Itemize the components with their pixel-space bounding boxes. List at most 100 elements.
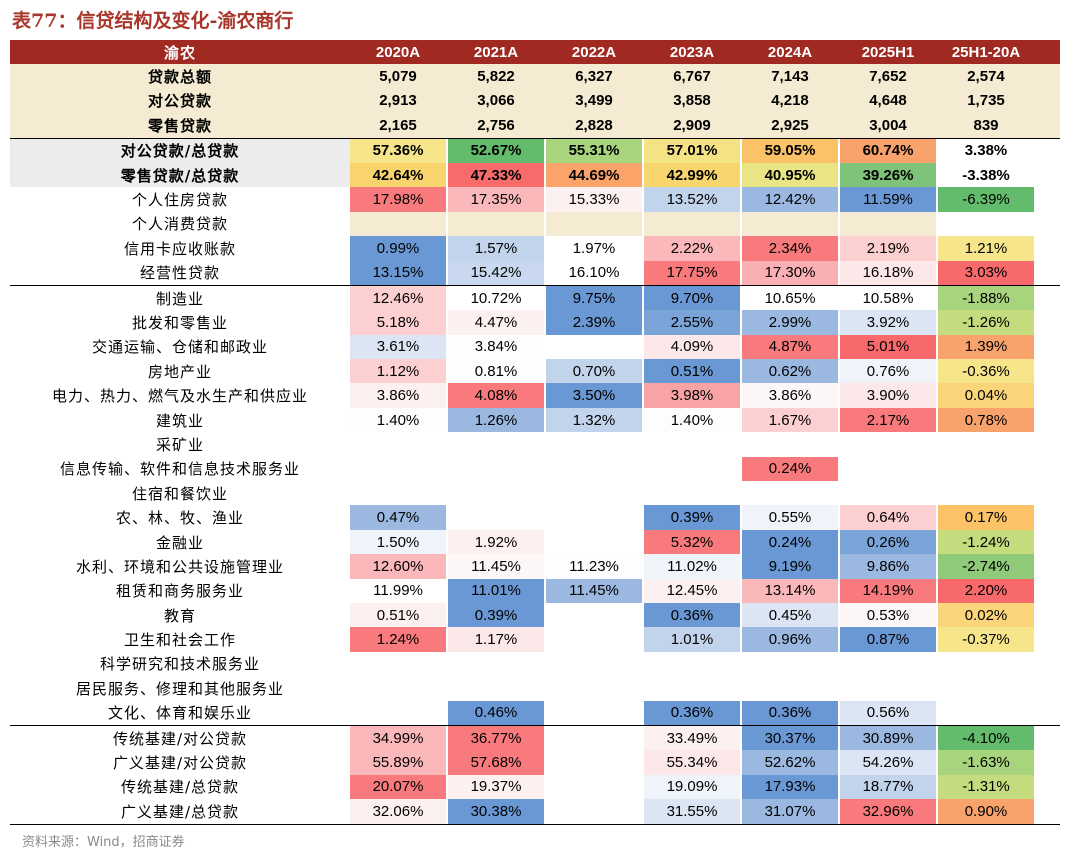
table-cell: 0.24% bbox=[742, 456, 838, 482]
table-cell: 5.01% bbox=[840, 334, 936, 360]
table-cell: 2.17% bbox=[840, 407, 936, 433]
table-row: 交通运输、仓储和邮政业 3.61% 3.84% 4.09% 4.87% 5.01% 1.39… bbox=[10, 334, 1060, 360]
table-cell bbox=[546, 775, 642, 799]
table-cell: 3.98% bbox=[644, 383, 740, 408]
table-cell: 3,858 bbox=[644, 88, 740, 114]
table-cell: 30.37% bbox=[742, 725, 838, 751]
table-row: 房地产业 1.12% 0.81% 0.70% 0.51% 0.62% 0.76% -0.36% bbox=[10, 359, 1060, 384]
header-col: 2023A bbox=[644, 40, 740, 65]
table-cell: 1.50% bbox=[350, 529, 446, 555]
table-cell: 0.26% bbox=[840, 529, 936, 555]
row-label: 制造业 bbox=[155, 289, 204, 308]
table-cell bbox=[938, 457, 1034, 481]
table-cell: 1.17% bbox=[448, 627, 544, 652]
table-cell: 11.23% bbox=[546, 554, 642, 579]
table-cell bbox=[840, 432, 936, 456]
table-row: 贷款总额 5,079 5,822 6,327 6,767 7,143 7,652 2,574 bbox=[10, 64, 1060, 89]
table-cell: 0.62% bbox=[742, 359, 838, 384]
row-label: 广义基建/总贷款 bbox=[120, 802, 240, 821]
table-header-row: 渝农 2020A 2021A 2022A 2023A 2024A 2025H1 … bbox=[10, 40, 1060, 65]
table-cell: 1.39% bbox=[938, 334, 1034, 360]
table-row: 金融业 1.50% 1.92% 5.32% 0.24% 0.26% -1.24% bbox=[10, 529, 1060, 555]
table-cell: 1.57% bbox=[448, 236, 544, 261]
table-cell: 3,066 bbox=[448, 88, 544, 114]
table-cell: 55.89% bbox=[350, 750, 446, 775]
table-cell: 2.39% bbox=[546, 310, 642, 335]
table-cell bbox=[644, 432, 740, 456]
table-cell: 11.02% bbox=[644, 554, 740, 579]
table-cell: 2.34% bbox=[742, 236, 838, 261]
table-cell: 10.72% bbox=[448, 285, 544, 311]
header-col: 2025H1 bbox=[840, 40, 936, 65]
table-cell bbox=[546, 676, 642, 700]
table-cell bbox=[840, 481, 936, 505]
table-cell bbox=[350, 481, 446, 505]
table-cell bbox=[448, 481, 544, 505]
table-cell: -1.31% bbox=[938, 774, 1034, 800]
row-label: 租赁和商务服务业 bbox=[115, 582, 244, 601]
table-cell: 57.68% bbox=[448, 750, 544, 775]
table-cell: 3.03% bbox=[938, 260, 1034, 285]
table-cell: 4,218 bbox=[742, 88, 838, 114]
table-cell: 5.32% bbox=[644, 529, 740, 555]
table-row: 农、林、牧、渔业 0.47% 0.39% 0.55% 0.64% 0.17% bbox=[10, 505, 1060, 530]
table-row: 水利、环境和公共设施管理业 12.60% 11.45% 11.23% 11.02% 9.1… bbox=[10, 554, 1060, 579]
table-cell: 2,756 bbox=[448, 113, 544, 138]
table-cell: 1.01% bbox=[644, 627, 740, 652]
table-cell: 36.77% bbox=[448, 725, 544, 751]
table-row: 卫生和社会工作 1.24% 1.17% 1.01% 0.96% 0.87% -0.37% bbox=[10, 627, 1060, 652]
row-label: 房地产业 bbox=[147, 362, 212, 381]
table-cell: 57.01% bbox=[644, 138, 740, 163]
table-cell: 32.06% bbox=[350, 799, 446, 824]
header-col: 25H1-20A bbox=[938, 40, 1034, 65]
table-cell: 3.84% bbox=[448, 334, 544, 360]
table-row: 信息传输、软件和信息技术服务业 0.24% bbox=[10, 456, 1060, 482]
table-row: 住宿和餐饮业 bbox=[10, 481, 1060, 505]
table-row: 信用卡应收账款 0.99% 1.57% 1.97% 2.22% 2.34% 2.19% 1.2… bbox=[10, 236, 1060, 261]
table-cell: 20.07% bbox=[350, 774, 446, 800]
table-cell bbox=[938, 211, 1034, 237]
table-cell bbox=[546, 211, 642, 237]
table-cell: 60.74% bbox=[840, 138, 936, 163]
table-cell: 42.99% bbox=[644, 162, 740, 188]
table-cell bbox=[546, 799, 642, 823]
table-cell bbox=[448, 652, 544, 676]
table-cell: 2,165 bbox=[350, 113, 446, 138]
table-cell: 2,909 bbox=[644, 113, 740, 138]
row-label: 对公贷款/总贷款 bbox=[10, 138, 350, 163]
row-label: 水利、环境和公共设施管理业 bbox=[75, 557, 284, 576]
table-cell bbox=[546, 603, 642, 627]
table-cell: 0.76% bbox=[840, 359, 936, 384]
table-cell: 17.35% bbox=[448, 187, 544, 212]
table-cell: 0.51% bbox=[644, 359, 740, 384]
table-row: 广义基建/对公贷款 55.89% 57.68% 55.34% 52.62% 54.26% -… bbox=[10, 750, 1060, 775]
table-cell bbox=[448, 505, 544, 529]
table-cell: 11.59% bbox=[840, 187, 936, 212]
table-cell: 3.86% bbox=[742, 383, 838, 408]
row-label: 传统基建/总贷款 bbox=[120, 778, 240, 797]
table-cell bbox=[350, 652, 446, 676]
table-cell: 0.39% bbox=[644, 505, 740, 530]
table-cell bbox=[448, 457, 544, 481]
table-cell: 55.34% bbox=[644, 750, 740, 775]
table-row: 制造业 12.46% 10.72% 9.75% 9.70% 10.65% 10.58% -1.… bbox=[10, 284, 1060, 311]
table-cell bbox=[644, 481, 740, 505]
table-cell: 19.37% bbox=[448, 774, 544, 800]
table-title: 表77：信贷结构及变化-渝农商行 bbox=[12, 10, 294, 32]
table-cell: 0.02% bbox=[938, 602, 1034, 628]
table-cell bbox=[644, 676, 740, 700]
table-cell: 2,828 bbox=[546, 113, 642, 138]
table-cell: 0.51% bbox=[350, 602, 446, 628]
table-cell: 0.90% bbox=[938, 799, 1034, 824]
table-cell bbox=[938, 701, 1034, 725]
table-cell: 3.61% bbox=[350, 334, 446, 360]
table-row: 零售贷款 2,165 2,756 2,828 2,909 2,925 3,004 839 bbox=[10, 113, 1060, 138]
table-cell: 16.18% bbox=[840, 260, 936, 285]
table-cell: 34.99% bbox=[350, 725, 446, 751]
table-cell: 12.45% bbox=[644, 578, 740, 603]
table-cell: 0.78% bbox=[938, 407, 1034, 433]
table-cell: 2.99% bbox=[742, 310, 838, 335]
table-cell: 0.55% bbox=[742, 505, 838, 530]
table-cell: 1,735 bbox=[938, 88, 1034, 114]
table-cell: 13.15% bbox=[350, 260, 446, 285]
